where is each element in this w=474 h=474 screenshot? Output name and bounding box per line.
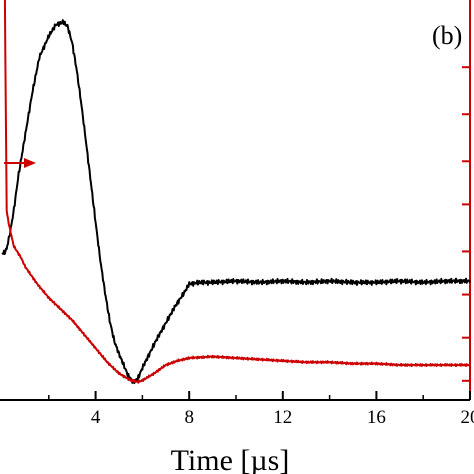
series-layer xyxy=(1,0,471,385)
red-arrow-head xyxy=(24,158,36,168)
series-line-red xyxy=(3,0,471,384)
x-axis-title: Time [µs] xyxy=(171,444,290,474)
x-axis-ticks: 4 8 12 16 20 xyxy=(48,391,474,428)
x-tick-label: 8 xyxy=(184,407,194,428)
x-tick-label: 12 xyxy=(273,407,292,428)
x-tick-label: 16 xyxy=(367,407,386,428)
x-tick-label: 4 xyxy=(91,407,101,428)
panel-label: (b) xyxy=(432,21,462,50)
series-line-black xyxy=(1,19,471,385)
annotations xyxy=(4,158,36,168)
right-axis xyxy=(462,0,471,400)
x-tick-label: 20 xyxy=(461,407,474,428)
